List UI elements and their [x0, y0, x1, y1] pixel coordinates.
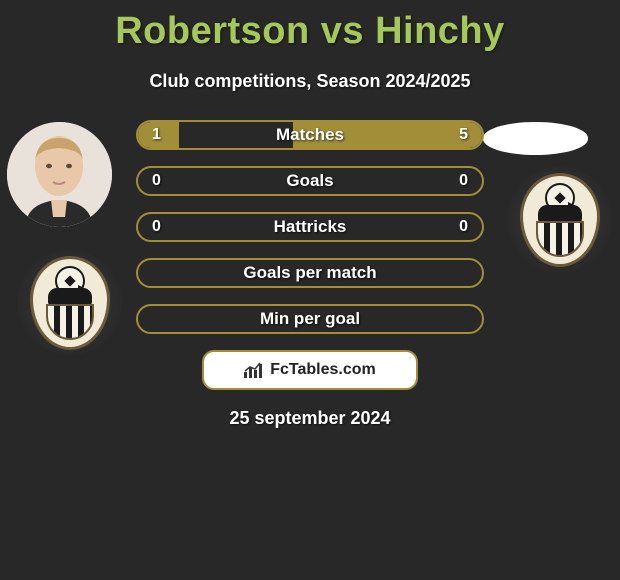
date-label: 25 september 2024: [0, 408, 620, 429]
subtitle: Club competitions, Season 2024/2025: [0, 71, 620, 92]
stat-label: Matches: [138, 122, 482, 148]
player-left-avatar: [7, 122, 112, 227]
brand-box[interactable]: FcTables.com: [202, 350, 418, 390]
stat-row: 00Hattricks: [136, 212, 484, 242]
stat-row: 00Goals: [136, 166, 484, 196]
club-left-crest: [17, 250, 122, 355]
brand-label: FcTables.com: [270, 361, 376, 379]
stat-label: Hattricks: [138, 214, 482, 240]
stat-row: 15Matches: [136, 120, 484, 150]
club-right-crest: [507, 167, 612, 272]
stats-container: 15Matches 00Goals 00Hattricks Goals per mat…: [136, 120, 484, 334]
player-right-avatar: [483, 122, 588, 155]
stat-label: Goals: [138, 168, 482, 194]
stat-row: Min per goal: [136, 304, 484, 334]
page-title: Robertson vs Hinchy: [0, 0, 620, 53]
stat-label: Goals per match: [138, 260, 482, 286]
chart-icon: [244, 362, 264, 378]
stat-label: Min per goal: [138, 306, 482, 332]
stat-row: Goals per match: [136, 258, 484, 288]
